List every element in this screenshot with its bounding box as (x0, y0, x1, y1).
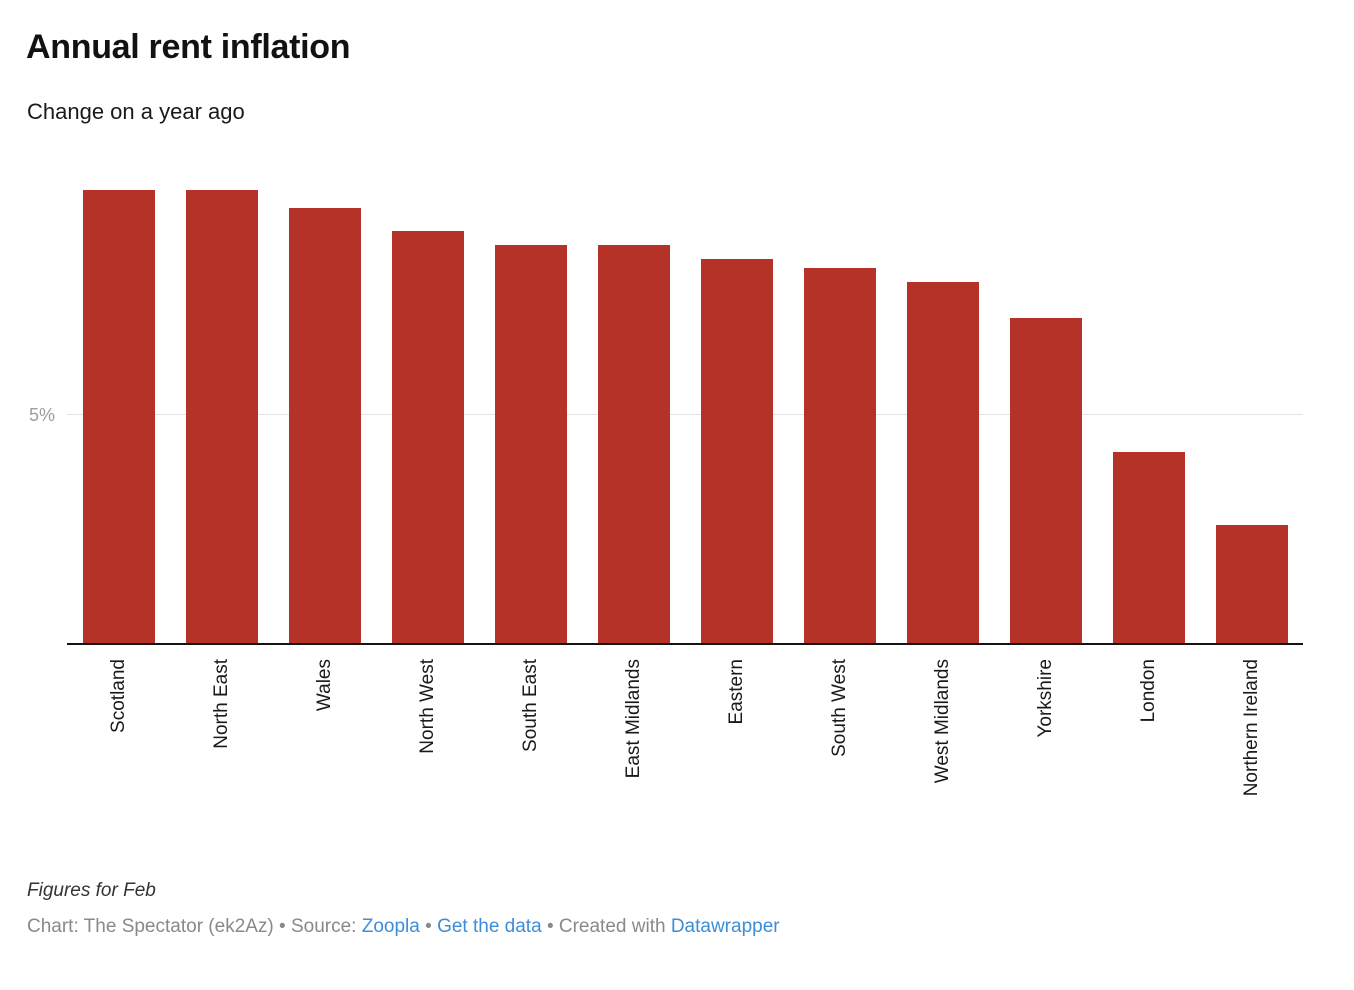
separator-dot: • (425, 916, 432, 937)
x-axis-label-wales: Wales (313, 659, 335, 712)
x-axis-label-north-west: North West (416, 659, 438, 754)
x-axis-label-eastern: Eastern (725, 659, 747, 725)
bar-west-midlands (906, 281, 979, 645)
chart-title: Annual rent inflation (26, 28, 351, 66)
x-axis-label-west-midlands: West Midlands (931, 659, 953, 784)
bar-northern-ireland (1215, 525, 1288, 645)
x-axis-label-scotland: Scotland (107, 659, 129, 733)
bar-scotland (82, 189, 155, 645)
x-axis-label-london: London (1137, 659, 1159, 723)
created-with-label: Created with (558, 916, 666, 937)
bar-wales (288, 208, 361, 645)
x-axis-label-yorkshire: Yorkshire (1034, 659, 1056, 738)
byline-prefix: Chart: The Spectator (ek2Az) (27, 916, 274, 937)
y-axis-tick-label: 5% (28, 405, 55, 425)
x-axis-label-south-east: South East (519, 659, 541, 752)
separator-dot: • (279, 916, 286, 937)
attribution-line: Chart: The Spectator (ek2Az) • Source: Z… (27, 916, 780, 938)
bar-yorkshire (1009, 318, 1082, 645)
source-label: Source: (290, 916, 357, 937)
bar-north-west (391, 231, 464, 645)
bar-south-east (494, 244, 567, 645)
get-the-data-link[interactable]: Get the data (437, 916, 542, 937)
x-axis-label-north-east: North East (210, 659, 232, 749)
gridline-5-percent (67, 414, 1303, 415)
x-axis-label-east-midlands: East Midlands (622, 659, 644, 779)
x-axis-label-northern-ireland: Northern Ireland (1240, 659, 1262, 797)
source-link[interactable]: Zoopla (361, 916, 420, 937)
bar-eastern (700, 258, 773, 645)
chart-subtitle: Change on a year ago (27, 99, 245, 124)
plot-area: 5% (29, 140, 1303, 645)
x-axis-labels: Scotland North East Wales North West South E… (67, 659, 1303, 859)
x-axis-label-south-west: South West (828, 659, 850, 757)
x-axis-line (67, 643, 1303, 645)
bar-london (1112, 451, 1185, 645)
bar-east-midlands (597, 244, 670, 645)
bar-south-west (803, 267, 876, 645)
separator-dot: • (546, 916, 554, 937)
chart-note: Figures for Feb (27, 880, 156, 901)
datawrapper-link[interactable]: Datawrapper (670, 916, 780, 937)
bar-north-east (185, 189, 258, 645)
